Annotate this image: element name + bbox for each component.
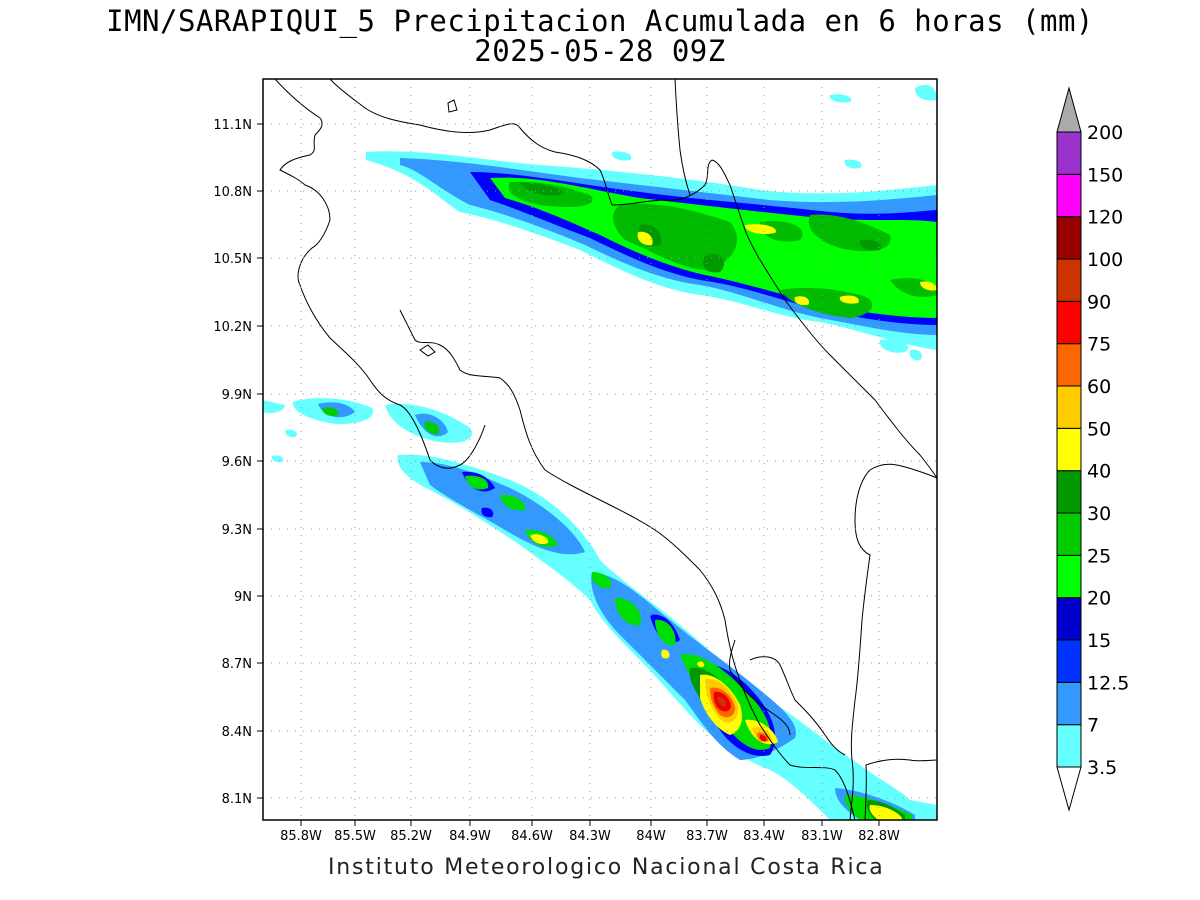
coastline-osa-peninsula [729,639,791,736]
colorbar-label: 100 [1087,249,1123,271]
lon-label-84-3w: 84.3W [569,829,611,844]
lat-label-11-1n: 11.1N [213,118,252,133]
precip-area-south-90 [717,696,727,707]
coastline-golfo-dulce [749,656,846,756]
lat-label-10-2n: 10.2N [213,320,252,335]
lon-label-83-1w: 83.1W [801,829,843,844]
lat-label-9-3n: 9.3N [222,523,252,538]
lat-label-9-6n: 9.6N [222,455,252,470]
colorbar-segment [1056,427,1082,472]
coastlines [274,79,937,820]
colorbar-label: 7 [1087,715,1099,737]
map-subtitle-datetime: 2025-05-28 09Z [474,34,726,68]
map-frame [262,78,938,821]
colorbar-segment [1056,597,1082,641]
lon-label-85-8w: 85.8W [280,829,322,844]
island-ometepe [447,99,458,113]
graticule [263,79,937,820]
colorbar-segment [1056,512,1082,556]
colorbar-segment [1056,131,1082,175]
coastline-gulf-of-nicoya [399,309,701,571]
lon-label-84-9w: 84.9W [449,829,491,844]
coastline-costa-rica-pacific-south [699,569,856,820]
colorbar-segment [1056,724,1082,768]
precip-area-north-30 [520,182,882,273]
lat-label-8-1n: 8.1N [222,792,252,807]
colorbar-segment [1056,385,1082,429]
lon-label-83-7w: 83.7W [686,829,728,844]
map-title: IMN/SARAPIQUI_5 Precipitacion Acumulada … [106,4,1094,38]
coastline-lake-nicaragua-shore [329,79,613,206]
lat-label-8-7n: 8.7N [222,657,252,672]
lon-label-83-4w: 83.4W [743,829,785,844]
coastline-panama [864,758,937,820]
lon-ticks [300,820,880,826]
border-nicaragua-costa-rica [611,159,731,206]
lat-label-8-4n: 8.4N [222,725,252,740]
lon-label-84-6w: 84.6W [511,829,553,844]
coastline-costa-rica-caribbean [729,184,937,479]
colorbar-label: 15 [1087,630,1111,652]
colorbar-label: 120 [1087,207,1123,229]
lat-label-9n: 9N [234,590,252,605]
colorbar-segment [1056,470,1082,514]
colorbar-label: 25 [1087,545,1111,567]
colorbar-label: 40 [1087,461,1111,483]
lat-label-10-5n: 10.5N [213,252,252,267]
colorbar-segment [1056,258,1082,302]
coastline-nicoya-peninsula [299,284,486,469]
island-chira [419,344,436,357]
colorbar-label: 60 [1087,376,1111,398]
colorbar-label: 90 [1087,291,1111,313]
lat-label-9-9n: 9.9N [222,388,252,403]
precip-area-north-25 [508,181,937,318]
colorbar-label: 20 [1087,588,1111,610]
colorbar-label: 200 [1087,122,1123,144]
colorbar-segment [1056,681,1082,726]
colorbar-segment [1056,216,1082,260]
colorbar-label: 50 [1087,418,1111,440]
colorbar-label: 3.5 [1087,757,1117,779]
precip-area-south-75 [713,691,767,742]
lat-label-10-8n: 10.8N [213,185,252,200]
colorbar-segment [1056,300,1082,345]
border-costa-rica-panama [849,463,937,820]
lon-label-82-8w: 82.8W [858,829,900,844]
colorbar-label: 30 [1087,503,1111,525]
lon-label-84w: 84W [636,829,666,844]
lat-ticks [257,123,263,799]
colorbar-segment [1056,343,1082,387]
colorbar-label: 150 [1087,164,1123,186]
colorbar-label: 75 [1087,334,1111,356]
coastline-nicaragua-pacific [274,79,331,286]
lon-labels: 85.8W 85.5W 85.2W 84.9W 84.6W 84.3W 84W … [280,829,900,844]
precipitation-field [263,84,937,820]
lon-label-85-2w: 85.2W [390,829,432,844]
colorbar-segment [1056,639,1082,683]
precip-area-west-7 [318,402,448,437]
colorbar: 3.5 7 12.5 15 20 25 30 40 50 60 75 90 100 120 150 200 [1056,86,1129,812]
footer-credit: Instituto Meteorologico Nacional Costa R… [328,855,885,880]
colorbar-max-arrow [1056,86,1082,133]
lon-label-85-5w: 85.5W [334,829,376,844]
coastline-nicaragua-caribbean [674,79,691,196]
colorbar-segment [1056,173,1082,218]
colorbar-min-arrow [1056,766,1082,812]
colorbar-label: 12.5 [1087,672,1129,694]
lat-labels: 11.1N 10.8N 10.5N 10.2N 9.9N 9.6N 9.3N 9… [213,118,252,807]
colorbar-segment [1056,554,1082,599]
precip-area-west-20 [322,407,440,435]
